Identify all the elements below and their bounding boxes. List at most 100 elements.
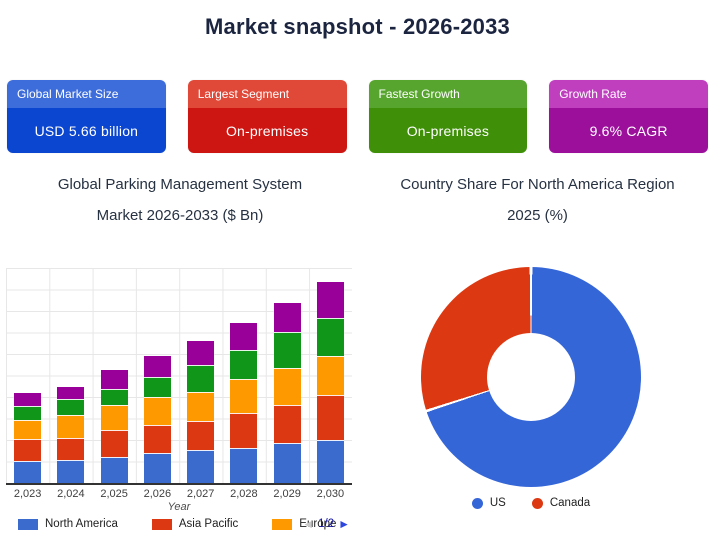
bar-segment[interactable] bbox=[100, 388, 128, 405]
legend-item-us: US bbox=[471, 497, 506, 509]
x-tick-label: 2,029 bbox=[273, 488, 301, 500]
kpi-card-growth-rate: Growth Rate 9.6% CAGR bbox=[549, 80, 708, 153]
bar-segment[interactable] bbox=[14, 439, 42, 461]
legend-label: North America bbox=[45, 518, 118, 530]
bar-segment[interactable] bbox=[57, 415, 85, 439]
bar-segment[interactable] bbox=[14, 461, 42, 483]
bar-segment[interactable] bbox=[143, 424, 171, 453]
bar-segment[interactable] bbox=[316, 282, 344, 319]
bar-segment[interactable] bbox=[187, 450, 215, 483]
bar-segment[interactable] bbox=[14, 420, 42, 440]
donut-chart-title-line2: 2025 (%) bbox=[507, 207, 568, 224]
bar-segment[interactable] bbox=[14, 406, 42, 421]
us-dot-icon bbox=[471, 497, 483, 509]
bar-segment[interactable] bbox=[273, 404, 301, 443]
bar-segment[interactable] bbox=[57, 438, 85, 460]
x-tick-label: 2,025 bbox=[100, 488, 128, 500]
legend-label: Europe bbox=[299, 518, 337, 530]
kpi-card-header: Growth Rate bbox=[549, 80, 708, 108]
bar-segment[interactable] bbox=[273, 443, 301, 483]
bar-column[interactable] bbox=[187, 341, 215, 483]
bar-x-labels: 2,023 2,024 2,025 2,026 2,027 2,028 2,029 2,030 bbox=[6, 488, 352, 500]
bar-x-axis-title: Year bbox=[167, 501, 191, 513]
bar-segment[interactable] bbox=[100, 404, 128, 430]
bar-column[interactable] bbox=[57, 387, 85, 483]
bar-segment[interactable] bbox=[57, 399, 85, 416]
bar-chart-title: Global Parking Management System Market … bbox=[0, 169, 360, 231]
kpi-card-value: 9.6% CAGR bbox=[549, 108, 708, 153]
kpi-card-header: Fastest Growth bbox=[368, 80, 528, 108]
donut-chart-title-line1: Country Share For North America Region bbox=[400, 176, 675, 193]
x-tick-label: 2,023 bbox=[13, 488, 42, 500]
bar-segment[interactable] bbox=[273, 303, 301, 333]
legend-next-page-icon[interactable]: ► bbox=[338, 517, 350, 531]
x-tick-label: 2,026 bbox=[143, 488, 172, 500]
donut-hole bbox=[487, 333, 575, 421]
legend-page-indicator: 1/2 bbox=[318, 518, 335, 530]
bar-segment[interactable] bbox=[316, 356, 344, 396]
legend-pagination: ◄ 1/2 ► bbox=[302, 517, 350, 531]
bar-segment[interactable] bbox=[316, 439, 344, 483]
x-tick-label: 2,030 bbox=[316, 488, 345, 500]
bar-segment[interactable] bbox=[273, 368, 301, 405]
legend-prev-page-icon[interactable]: ◄ bbox=[302, 517, 315, 531]
legend-label: Canada bbox=[549, 497, 591, 509]
page-title: Market snapshot - 2026-2033 bbox=[205, 14, 510, 39]
bar-segment[interactable] bbox=[100, 429, 128, 457]
kpi-card-header: Global Market Size bbox=[7, 80, 166, 108]
bar-segment[interactable] bbox=[273, 332, 301, 369]
x-tick-label: 2,027 bbox=[186, 488, 215, 500]
legend-item-north-america: North America bbox=[18, 518, 118, 530]
donut-legend: US Canada bbox=[421, 497, 641, 509]
bar-segment[interactable] bbox=[230, 448, 258, 483]
legend-label: Asia Pacific bbox=[178, 518, 239, 530]
bar-segment[interactable] bbox=[57, 387, 85, 400]
bar-plot bbox=[6, 268, 352, 485]
legend-item-canada: Canada bbox=[531, 497, 591, 509]
canada-dot-icon bbox=[531, 497, 543, 509]
bar-segment[interactable] bbox=[143, 377, 171, 398]
x-tick-label: 2,028 bbox=[230, 488, 258, 500]
bar-segment[interactable] bbox=[143, 397, 171, 425]
europe-swatch-icon bbox=[272, 518, 293, 530]
bar-column[interactable] bbox=[273, 303, 301, 483]
bar-column[interactable] bbox=[100, 369, 128, 483]
legend-item-europe: Europe bbox=[272, 518, 336, 530]
bar-segment[interactable] bbox=[316, 318, 344, 357]
bar-segment[interactable] bbox=[100, 369, 128, 389]
bar-segment[interactable] bbox=[230, 413, 258, 448]
bar-segment[interactable] bbox=[230, 322, 258, 351]
bar-segment[interactable] bbox=[187, 365, 215, 393]
bar-column[interactable] bbox=[230, 322, 258, 483]
donut-chart-title: Country Share For North America Region 2… bbox=[360, 169, 715, 231]
kpi-cards: Global Market Size USD 5.66 billion Larg… bbox=[7, 80, 708, 153]
bar-column[interactable] bbox=[316, 282, 344, 483]
bar-segment[interactable] bbox=[100, 456, 128, 483]
bar-segment[interactable] bbox=[187, 392, 215, 422]
bar-segment[interactable] bbox=[187, 341, 215, 366]
legend-item-asia-pacific: Asia Pacific bbox=[151, 518, 239, 530]
north-america-swatch-icon bbox=[18, 518, 38, 530]
bar-column[interactable] bbox=[143, 356, 171, 483]
kpi-card-value: On-premises bbox=[368, 108, 528, 153]
stacked-bar-chart: 2,023 2,024 2,025 2,026 2,027 2,028 2,029 2,030… bbox=[6, 268, 352, 531]
bar-segment[interactable] bbox=[316, 395, 344, 440]
bar-segment[interactable] bbox=[14, 393, 42, 407]
bar-chart-title-line2: Market 2026-2033 ($ Bn) bbox=[96, 207, 264, 224]
bar-segment[interactable] bbox=[230, 378, 258, 413]
bar-segment[interactable] bbox=[57, 459, 85, 483]
donut-chart[interactable] bbox=[421, 267, 641, 487]
kpi-card-global-market-size: Global Market Size USD 5.66 billion bbox=[7, 80, 166, 153]
legend-label: US bbox=[489, 497, 506, 509]
kpi-card-largest-segment: Largest Segment On-premises bbox=[187, 80, 347, 153]
bar-segment[interactable] bbox=[230, 350, 258, 379]
bar-segment[interactable] bbox=[143, 453, 171, 483]
bar-segment[interactable] bbox=[143, 356, 171, 378]
bar-segment[interactable] bbox=[187, 421, 215, 451]
kpi-card-fastest-growth: Fastest Growth On-premises bbox=[368, 80, 528, 153]
bar-legend: North America Asia Pacific Europe ◄ 1/2 … bbox=[6, 517, 352, 531]
bar-column[interactable] bbox=[14, 393, 42, 483]
kpi-card-value: On-premises bbox=[187, 108, 347, 153]
kpi-card-value: USD 5.66 billion bbox=[7, 108, 166, 153]
